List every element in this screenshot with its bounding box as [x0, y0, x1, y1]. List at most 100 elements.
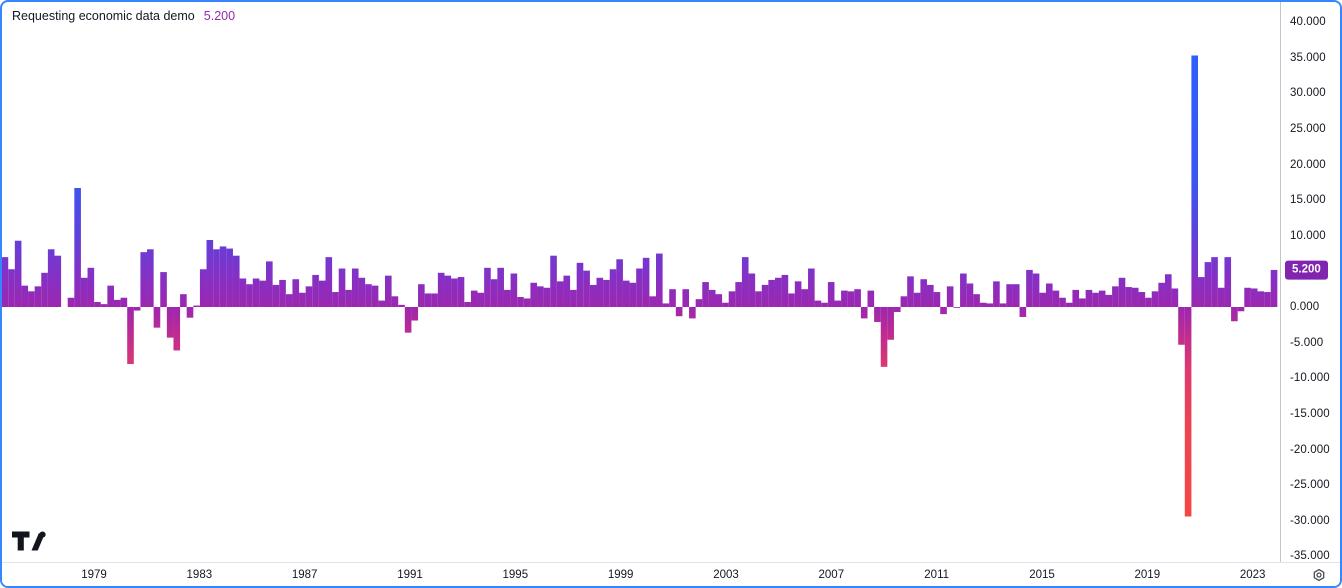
histogram-bar[interactable] — [543, 287, 551, 307]
price-axis[interactable]: 5.200 40.000 35.000 30.000 25.000 20.000 15.0… — [1280, 2, 1340, 563]
histogram-bar[interactable] — [682, 289, 690, 307]
histogram-bar[interactable] — [774, 277, 782, 307]
histogram-bar[interactable] — [113, 299, 121, 308]
histogram-bar[interactable] — [424, 293, 432, 307]
histogram-bar[interactable] — [1171, 288, 1179, 307]
histogram-bar[interactable] — [74, 188, 81, 307]
histogram-bar[interactable] — [1032, 273, 1040, 307]
histogram-bar[interactable] — [946, 286, 954, 307]
histogram-bar[interactable] — [1211, 257, 1218, 308]
histogram-bar[interactable] — [1125, 287, 1132, 307]
histogram-bar[interactable] — [1059, 297, 1066, 307]
histogram-bar[interactable] — [252, 278, 260, 308]
histogram-bar[interactable] — [180, 294, 187, 307]
histogram-bar[interactable] — [563, 275, 571, 307]
histogram-bar[interactable] — [325, 257, 333, 308]
histogram-bar[interactable] — [1039, 292, 1046, 307]
histogram-bar[interactable] — [642, 257, 650, 307]
histogram-bar[interactable] — [735, 282, 742, 307]
legend[interactable]: Requesting economic data demo 5.200 — [12, 9, 235, 23]
histogram-bar[interactable] — [1085, 289, 1093, 307]
histogram-bar[interactable] — [609, 269, 617, 307]
histogram-bar[interactable] — [669, 289, 676, 307]
histogram-bar[interactable] — [510, 273, 518, 307]
histogram-bars[interactable] — [2, 2, 1281, 563]
histogram-bar[interactable] — [827, 282, 835, 307]
histogram-bar[interactable] — [907, 276, 914, 307]
histogram-bar[interactable] — [199, 269, 207, 307]
histogram-bar[interactable] — [788, 293, 795, 307]
histogram-bar[interactable] — [1072, 289, 1080, 307]
histogram-bar[interactable] — [636, 268, 643, 307]
histogram-bar[interactable] — [517, 297, 524, 307]
histogram-bar[interactable] — [900, 296, 908, 307]
histogram-bar[interactable] — [933, 292, 941, 307]
histogram-bar[interactable] — [193, 305, 200, 307]
histogram-bar[interactable] — [973, 294, 980, 307]
histogram-bar[interactable] — [1052, 290, 1060, 307]
histogram-bar[interactable] — [437, 272, 445, 307]
histogram-bar[interactable] — [814, 300, 822, 307]
histogram-bar[interactable] — [8, 269, 15, 307]
histogram-bar[interactable] — [477, 292, 485, 307]
histogram-bar[interactable] — [80, 277, 88, 307]
histogram-bar[interactable] — [232, 255, 240, 307]
histogram-bar[interactable] — [794, 281, 802, 307]
histogram-bar[interactable] — [219, 246, 227, 307]
histogram-bar[interactable] — [675, 307, 683, 317]
histogram-bar[interactable] — [1065, 302, 1073, 307]
histogram-bar[interactable] — [358, 277, 366, 307]
histogram-bar[interactable] — [272, 284, 280, 307]
histogram-bar[interactable] — [722, 302, 729, 307]
histogram-bar[interactable] — [728, 291, 736, 307]
histogram-bar[interactable] — [404, 307, 412, 333]
histogram-bar[interactable] — [299, 292, 306, 307]
histogram-bar[interactable] — [1079, 298, 1086, 307]
histogram-bar[interactable] — [695, 299, 703, 307]
histogram-bar[interactable] — [920, 279, 928, 307]
histogram-bar[interactable] — [451, 278, 458, 308]
histogram-bar[interactable] — [213, 249, 220, 307]
histogram-bar[interactable] — [1191, 55, 1199, 307]
histogram-bar[interactable] — [41, 272, 48, 307]
histogram-bar[interactable] — [384, 275, 392, 307]
histogram-bar[interactable] — [371, 285, 379, 308]
histogram-bar[interactable] — [34, 286, 42, 307]
histogram-bar[interactable] — [266, 261, 273, 307]
histogram-bar[interactable] — [1178, 307, 1185, 345]
histogram-bar[interactable] — [1164, 274, 1172, 307]
histogram-bar[interactable] — [966, 283, 974, 307]
histogram-bar[interactable] — [1092, 292, 1099, 307]
histogram-bar[interactable] — [226, 248, 233, 307]
histogram-bar[interactable] — [94, 302, 101, 307]
histogram-bar[interactable] — [1098, 290, 1106, 307]
chart-pane[interactable] — [2, 2, 1281, 563]
histogram-bar[interactable] — [338, 268, 346, 307]
histogram-bar[interactable] — [874, 307, 881, 322]
histogram-bar[interactable] — [986, 303, 994, 307]
histogram-bar[interactable] — [1012, 284, 1020, 307]
histogram-bar[interactable] — [14, 240, 22, 307]
histogram-bar[interactable] — [497, 267, 504, 307]
tradingview-logo[interactable] — [12, 529, 46, 554]
histogram-bar[interactable] — [576, 262, 584, 307]
histogram-bar[interactable] — [1257, 291, 1265, 307]
histogram-bar[interactable] — [893, 307, 901, 312]
histogram-bar[interactable] — [1244, 287, 1251, 307]
histogram-bar[interactable] — [1138, 292, 1146, 307]
histogram-bar[interactable] — [960, 273, 967, 307]
histogram-bar[interactable] — [860, 307, 868, 319]
histogram-bar[interactable] — [153, 307, 161, 328]
histogram-bar[interactable] — [457, 277, 465, 307]
histogram-bar[interactable] — [444, 275, 452, 307]
histogram-bar[interactable] — [1158, 282, 1165, 307]
histogram-bar[interactable] — [1184, 307, 1192, 517]
histogram-bar[interactable] — [398, 304, 405, 307]
histogram-bar[interactable] — [1145, 297, 1152, 307]
histogram-bar[interactable] — [1237, 307, 1245, 312]
histogram-bar[interactable] — [345, 289, 352, 307]
histogram-bar[interactable] — [28, 291, 35, 307]
histogram-bar[interactable] — [702, 282, 709, 307]
histogram-bar[interactable] — [596, 277, 604, 307]
histogram-bar[interactable] — [979, 302, 987, 307]
